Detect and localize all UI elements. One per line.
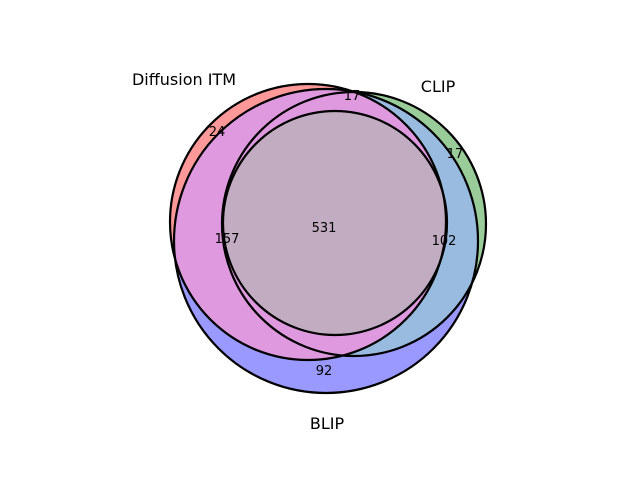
core-outline	[221, 109, 449, 337]
set-label-blip: BLIP	[310, 414, 345, 433]
count-blip-only: 92	[316, 364, 333, 379]
count-diffusion-itm-blip: 157	[215, 232, 240, 247]
circle-outlines	[168, 82, 488, 395]
region-all-three	[223, 111, 447, 335]
count-all-three: 531	[312, 221, 337, 236]
count-diffusion-itm-only: 24	[209, 125, 226, 140]
set-label-diffusion-itm: Diffusion ITM	[132, 70, 236, 89]
set-label-clip: CLIP	[421, 77, 456, 96]
count-clip-blip: 102	[432, 234, 457, 249]
blip-outline	[172, 87, 480, 395]
count-clip-only: 17	[447, 147, 464, 162]
count-diffusion-itm-clip: 17	[344, 89, 361, 104]
